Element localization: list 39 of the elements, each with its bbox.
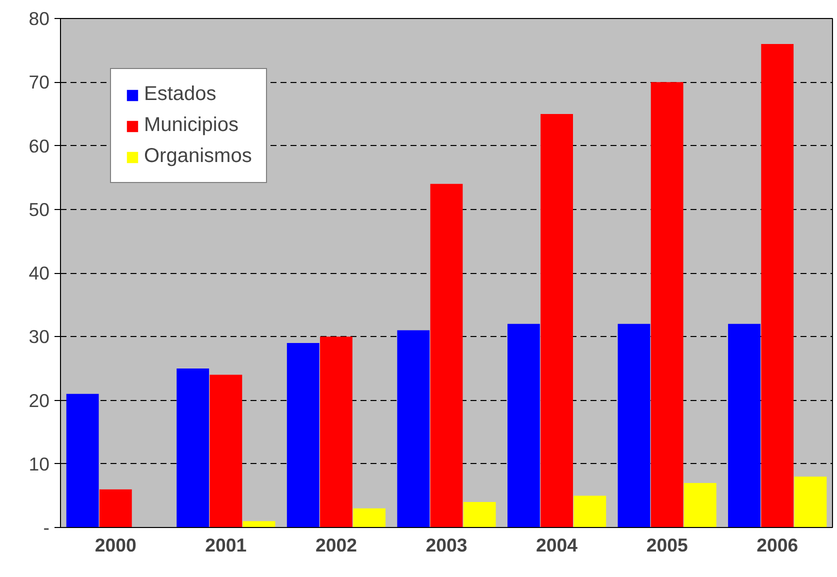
bar bbox=[242, 521, 276, 528]
y-tick-label: - bbox=[43, 517, 50, 538]
x-tick-label: 2004 bbox=[536, 534, 578, 556]
bar bbox=[210, 374, 242, 528]
bar bbox=[397, 330, 430, 528]
x-tick-label: 2005 bbox=[646, 534, 688, 556]
y-tick-label: 40 bbox=[28, 262, 50, 284]
y-tick-label: 50 bbox=[28, 198, 50, 220]
bar bbox=[507, 324, 540, 528]
bar bbox=[684, 482, 716, 528]
bar bbox=[728, 324, 760, 528]
y-tick-label: 20 bbox=[28, 390, 50, 411]
bar bbox=[430, 184, 463, 528]
y-tick-label: 30 bbox=[28, 326, 50, 348]
x-tick-label: 2003 bbox=[426, 534, 468, 556]
legend-label: Municipios bbox=[144, 114, 238, 137]
x-tick-label: 2002 bbox=[315, 534, 357, 556]
bar bbox=[286, 342, 320, 528]
bar bbox=[574, 496, 606, 528]
bar bbox=[353, 508, 386, 528]
bar bbox=[761, 44, 794, 528]
x-tick-label: 2006 bbox=[756, 534, 798, 556]
x-tick-label: 2001 bbox=[205, 534, 247, 556]
bar bbox=[66, 394, 99, 528]
bar bbox=[99, 489, 132, 528]
y-tick-label: 70 bbox=[28, 72, 50, 93]
legend-label: Organismos bbox=[144, 145, 252, 168]
y-tick-label: 60 bbox=[28, 135, 50, 156]
bar bbox=[794, 476, 827, 528]
y-tick-label: 10 bbox=[28, 453, 50, 474]
x-tick-label: 2000 bbox=[94, 534, 136, 556]
bar bbox=[540, 114, 573, 528]
bar bbox=[618, 324, 650, 528]
bar bbox=[176, 368, 210, 528]
bar bbox=[463, 502, 496, 528]
bar bbox=[650, 82, 684, 528]
y-tick-label: 80 bbox=[28, 8, 50, 29]
bar bbox=[320, 336, 352, 528]
legend-label: Estados bbox=[144, 83, 216, 106]
